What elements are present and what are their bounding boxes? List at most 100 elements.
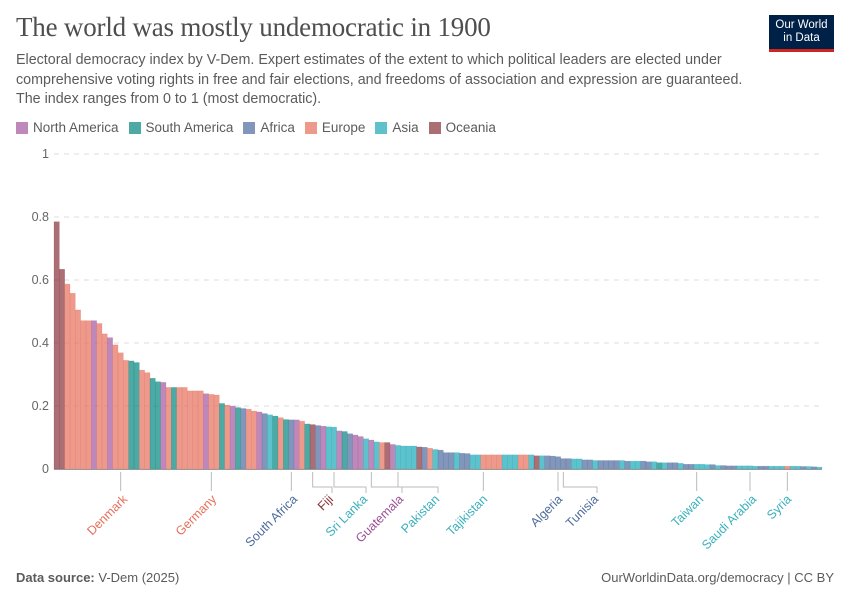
bar[interactable] — [427, 447, 433, 470]
bar[interactable] — [779, 465, 785, 470]
bar[interactable] — [437, 449, 444, 470]
bar[interactable] — [715, 465, 721, 470]
bar[interactable] — [485, 454, 492, 470]
legend-item-africa[interactable]: Africa — [243, 120, 295, 135]
bar[interactable] — [69, 292, 76, 470]
bar[interactable] — [421, 447, 428, 470]
bar[interactable] — [208, 394, 215, 470]
bar[interactable] — [379, 442, 385, 470]
bar[interactable] — [112, 344, 119, 470]
bar[interactable] — [288, 419, 295, 470]
bar[interactable] — [283, 419, 289, 470]
bar[interactable] — [256, 411, 263, 470]
bar[interactable] — [299, 420, 305, 470]
bar[interactable] — [645, 461, 652, 470]
footer-url[interactable]: OurWorldinData.org/democracy | CC BY — [601, 570, 834, 585]
bar[interactable] — [192, 390, 199, 470]
bar[interactable] — [539, 455, 545, 470]
bar[interactable] — [523, 454, 529, 470]
bar[interactable] — [363, 438, 369, 470]
bar[interactable] — [741, 465, 748, 470]
bar[interactable] — [512, 454, 519, 470]
bar[interactable] — [672, 462, 679, 470]
bar[interactable] — [432, 449, 439, 470]
bar[interactable] — [704, 464, 711, 470]
bar[interactable] — [517, 454, 524, 470]
bar[interactable] — [555, 456, 561, 470]
bar[interactable] — [629, 460, 636, 470]
bar[interactable] — [149, 378, 156, 470]
bar[interactable] — [773, 465, 780, 470]
bar[interactable] — [443, 452, 449, 470]
bar[interactable] — [96, 323, 103, 470]
bar[interactable] — [101, 333, 108, 470]
bar[interactable] — [459, 453, 465, 470]
bar[interactable] — [91, 320, 97, 470]
bar[interactable] — [683, 464, 689, 470]
bar[interactable] — [603, 460, 609, 470]
bar[interactable] — [219, 403, 225, 470]
bar[interactable] — [197, 390, 204, 470]
bar[interactable] — [160, 382, 167, 470]
bar[interactable] — [560, 458, 567, 470]
bar[interactable] — [469, 454, 476, 470]
bar[interactable] — [75, 309, 81, 470]
bar[interactable] — [635, 460, 641, 470]
bar[interactable] — [293, 419, 300, 470]
bar[interactable] — [693, 464, 700, 470]
bar[interactable] — [128, 360, 135, 470]
bar[interactable] — [640, 460, 647, 470]
bar[interactable] — [165, 387, 172, 470]
bar[interactable] — [747, 465, 753, 470]
bar[interactable] — [752, 465, 759, 470]
bar[interactable] — [341, 431, 348, 470]
bar[interactable] — [171, 387, 177, 470]
bar[interactable] — [272, 415, 279, 470]
bar[interactable] — [533, 455, 540, 470]
source-value[interactable]: V-Dem (2025) — [98, 570, 180, 585]
bar[interactable] — [331, 426, 337, 470]
bar[interactable] — [229, 405, 236, 470]
bar[interactable] — [613, 460, 620, 470]
bar[interactable] — [763, 465, 769, 470]
bar[interactable] — [528, 454, 535, 470]
bar[interactable] — [587, 459, 593, 470]
bar[interactable] — [688, 464, 695, 470]
bar[interactable] — [720, 465, 727, 470]
bar[interactable] — [565, 458, 572, 470]
bar[interactable] — [224, 404, 231, 470]
bar[interactable] — [53, 221, 60, 470]
bar[interactable] — [549, 455, 556, 470]
legend-item-europe[interactable]: Europe — [304, 120, 365, 135]
bar[interactable] — [395, 445, 401, 470]
bar[interactable] — [139, 369, 145, 470]
bar[interactable] — [133, 362, 140, 470]
bar[interactable] — [384, 442, 391, 470]
bar[interactable] — [357, 436, 364, 470]
bar[interactable] — [448, 452, 455, 470]
bar[interactable] — [320, 425, 327, 470]
bar[interactable] — [795, 465, 801, 470]
bar[interactable] — [651, 461, 657, 470]
legend-item-asia[interactable]: Asia — [375, 120, 419, 135]
bar[interactable] — [325, 426, 332, 470]
bar[interactable] — [411, 445, 417, 470]
bar[interactable] — [203, 393, 209, 470]
bar[interactable] — [544, 455, 551, 470]
bar[interactable] — [117, 352, 124, 470]
bar[interactable] — [187, 390, 193, 470]
bar[interactable] — [597, 460, 604, 470]
bar[interactable] — [491, 454, 497, 470]
bar[interactable] — [336, 430, 343, 470]
bar[interactable] — [571, 458, 577, 470]
bar[interactable] — [800, 466, 807, 470]
bar[interactable] — [661, 462, 668, 470]
bar[interactable] — [261, 413, 268, 470]
bar[interactable] — [677, 463, 684, 470]
bar[interactable] — [619, 460, 625, 470]
bar[interactable] — [213, 394, 220, 470]
bar[interactable] — [464, 453, 471, 470]
bar[interactable] — [576, 458, 583, 470]
bar[interactable] — [373, 441, 380, 470]
bar[interactable] — [240, 408, 247, 470]
